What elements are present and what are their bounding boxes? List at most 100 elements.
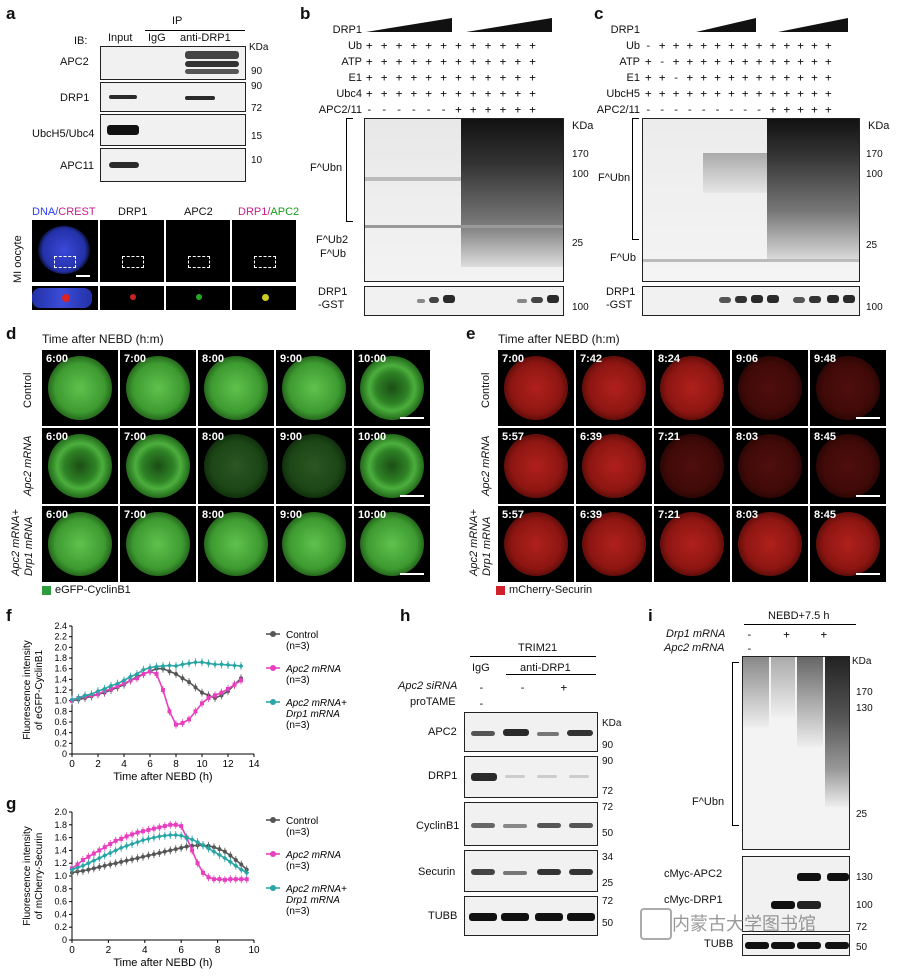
- timelapse-cell: 6:00: [42, 350, 118, 426]
- y-tick-label: 1.8: [54, 820, 67, 830]
- panel-label-a: a: [6, 4, 16, 23]
- mw-50-h1: 50: [602, 828, 614, 839]
- x-tick-label: 0: [69, 759, 75, 770]
- time-label: 5:57: [502, 509, 525, 521]
- timelapse-cell: 5:57: [498, 506, 574, 582]
- data-point: [173, 832, 179, 838]
- row-label-control-e: Control: [480, 372, 492, 408]
- timelapse-cell: 9:00: [276, 428, 352, 504]
- mw-25-b: 25: [572, 238, 584, 249]
- timelapse-cell: 5:57: [498, 428, 574, 504]
- data-point: [140, 829, 145, 834]
- timelapse-cell: 8:45: [810, 428, 886, 504]
- mw-50-i: 50: [856, 942, 868, 953]
- data-point: [167, 832, 173, 838]
- time-label: 9:00: [280, 509, 303, 521]
- legend-n: (n=3): [286, 675, 310, 686]
- mw-72-h2: 72: [602, 802, 614, 813]
- data-point: [102, 845, 107, 850]
- data-point: [239, 678, 243, 683]
- data-point: [211, 849, 217, 855]
- timelapse-cell: 7:42: [576, 350, 652, 426]
- oocyte-image: [204, 356, 268, 420]
- data-point: [80, 863, 86, 869]
- data-point: [80, 868, 85, 873]
- x-tick-label: 6: [178, 945, 184, 956]
- time-title-d: Time after NEBD (h:m): [42, 332, 164, 346]
- data-point: [190, 848, 195, 853]
- panel-label-h: h: [400, 606, 411, 625]
- data-point: [200, 701, 204, 706]
- mw-90-a2: 90: [251, 81, 263, 92]
- cond-protame: proTAME: [410, 696, 456, 708]
- mw-34-h: 34: [602, 852, 614, 863]
- if-header-apc2: APC2: [184, 206, 213, 218]
- watermark-logo: [640, 908, 672, 940]
- cmyc-drp1-label: cMyc-DRP1: [664, 894, 723, 906]
- data-point: [233, 863, 239, 869]
- time-label: 6:39: [580, 509, 603, 521]
- data-point: [154, 672, 159, 676]
- data-point: [96, 855, 102, 861]
- timelapse-cell: 8:00: [198, 428, 274, 504]
- data-point: [193, 659, 198, 665]
- y-tick-label: 0: [62, 935, 67, 945]
- data-point: [95, 688, 101, 694]
- data-point: [151, 835, 157, 841]
- data-point: [107, 850, 113, 856]
- data-point: [211, 845, 216, 850]
- mw-15-a: 15: [251, 131, 263, 142]
- plus-minus-grid-c: - + + + + + + + + + + + + + + - + + + + +…: [645, 39, 832, 116]
- data-point: [212, 661, 218, 667]
- if-header-merge: DRP1/APC2: [238, 206, 300, 218]
- y-axis-label: Fluorescence intensity: [22, 826, 33, 926]
- time-label: 5:57: [502, 431, 525, 443]
- time-label: 6:00: [46, 353, 69, 365]
- ip-label: IP: [172, 15, 183, 27]
- oocyte-image: [282, 356, 346, 420]
- data-point: [180, 721, 185, 726]
- data-point: [184, 844, 189, 849]
- oocyte-image: [660, 356, 724, 420]
- panel-label-g: g: [6, 794, 17, 813]
- time-label: 9:48: [814, 353, 837, 365]
- data-point: [193, 685, 198, 690]
- col-anti-drp1: anti-DRP1: [180, 32, 231, 44]
- blot-drp1-gst-b: [364, 286, 564, 316]
- kda-label-h: KDa: [602, 718, 622, 729]
- data-point: [233, 877, 238, 882]
- x-tick-label: 14: [248, 759, 260, 770]
- legend-marker: [270, 631, 276, 637]
- data-point: [174, 722, 178, 727]
- row-label-apc2-drp1-d: Apc2 mRNA+ Drp1 mRNA: [10, 509, 35, 576]
- col-igg: IgG: [148, 32, 166, 44]
- legend-label-2: Drp1 mRNA: [286, 895, 340, 906]
- tubb-label-i: TUBB: [704, 938, 734, 950]
- fubn-label-b: F^Ubn: [310, 162, 343, 174]
- x-axis-label: Time after NEBD (h): [113, 771, 212, 783]
- cond-apc2-sirna: Apc2 siRNA: [398, 680, 458, 692]
- blot-securin-h: [464, 850, 598, 892]
- time-label: 10:00: [358, 509, 387, 521]
- data-point: [135, 830, 140, 835]
- data-point: [113, 847, 119, 853]
- data-point: [146, 827, 151, 832]
- scale-bar: [856, 417, 880, 419]
- y-tick-label: 0.2: [54, 922, 67, 932]
- oocyte-image: [738, 356, 802, 420]
- data-point: [113, 838, 118, 843]
- data-point: [167, 709, 172, 714]
- legend-marker: [270, 885, 276, 891]
- oocyte-image: [204, 512, 268, 576]
- time-label: 6:39: [580, 431, 603, 443]
- mw-130-i: 130: [856, 703, 873, 714]
- time-label: 6:00: [46, 431, 69, 443]
- x-tick-label: 10: [196, 759, 208, 770]
- data-point: [179, 845, 184, 850]
- y-tick-label: 0: [62, 749, 67, 759]
- row-label-apc2-d: Apc2 mRNA: [22, 435, 34, 496]
- data-point: [140, 837, 146, 843]
- y-tick-label: 2.0: [54, 807, 67, 817]
- kda-label-a: KDa: [249, 42, 269, 53]
- ib-label: IB:: [74, 35, 88, 47]
